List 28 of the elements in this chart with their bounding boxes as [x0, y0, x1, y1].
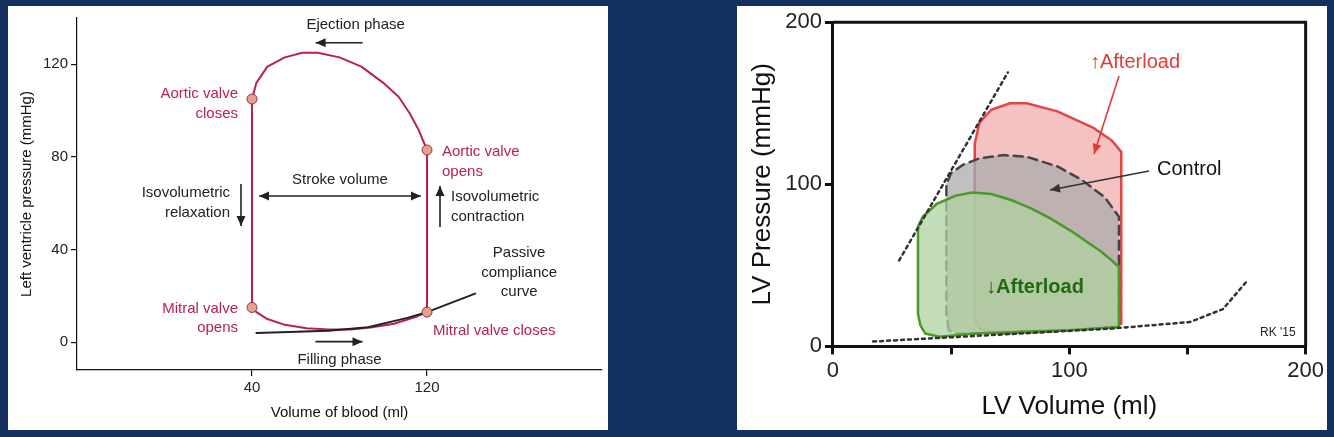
y-axis-title: LV Pressure (mmHg) — [745, 63, 776, 306]
y-tick-label: 40 — [51, 239, 69, 257]
annotation: Stroke volume — [292, 170, 388, 188]
y-tick-label: 0 — [809, 332, 822, 358]
annotation: Filling phase — [297, 349, 382, 367]
annotation: Aortic valve opens — [442, 142, 520, 179]
y-tick-label: 120 — [43, 54, 69, 72]
x-axis-title: Volume of blood (ml) — [270, 403, 409, 421]
x-tick-label: 200 — [1287, 356, 1325, 382]
annotation: Isovolumetric contraction — [451, 187, 540, 224]
annotation: Passive compliance curve — [481, 243, 558, 300]
annotation: Mitral valve closes — [433, 321, 556, 339]
x-tick-label: 0 — [826, 356, 840, 382]
annotation: Isovolumetric relaxation — [141, 183, 231, 220]
y-axis-title: Left ventricle pressure (mmHg) — [17, 91, 35, 297]
y-tick-label: 200 — [785, 8, 822, 34]
annotation: Control — [1157, 156, 1222, 179]
annotation: RK '15 — [1259, 324, 1296, 339]
y-tick-label: 0 — [59, 332, 69, 350]
y-tick-label: 80 — [51, 147, 69, 165]
annotation: ↑Afterload — [1089, 49, 1181, 72]
x-axis-title: LV Volume (ml) — [981, 389, 1158, 420]
annotation: ↓Afterload — [986, 274, 1084, 297]
annotation: Mitral valve opens — [162, 298, 239, 336]
annotation: Aortic valve closes — [160, 84, 239, 121]
y-tick-label: 100 — [785, 170, 822, 196]
x-tick-label: 100 — [1050, 356, 1088, 382]
annotation: Ejection phase — [306, 14, 405, 32]
